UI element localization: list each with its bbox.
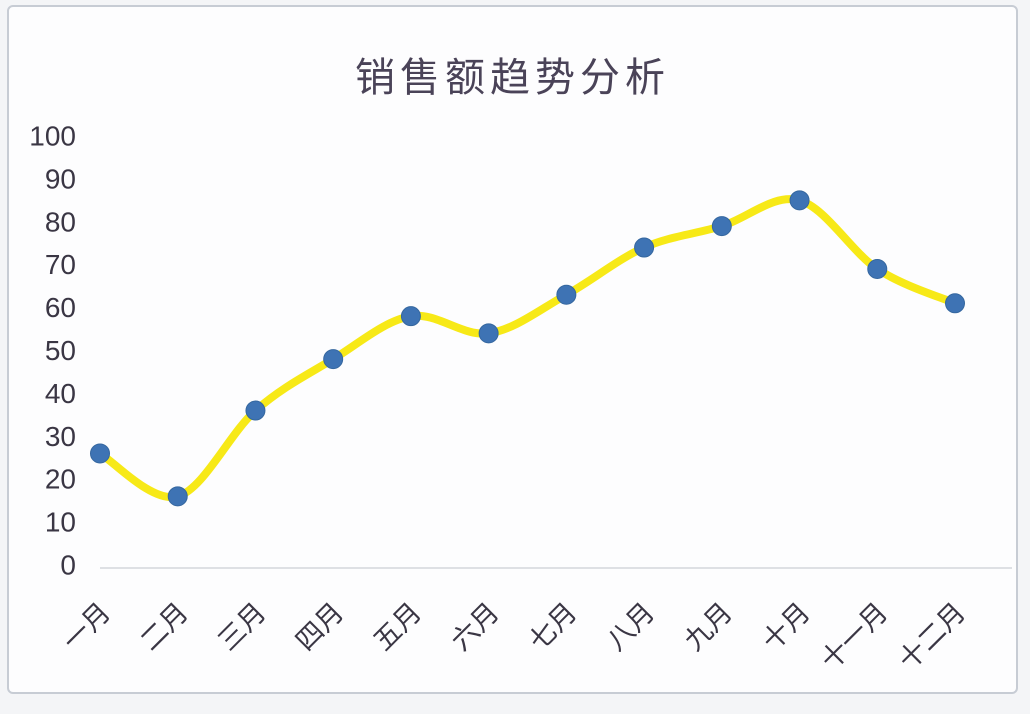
y-tick-label: 100 — [29, 121, 76, 152]
x-tick-label: 十二月 — [893, 597, 971, 675]
chart-title: 销售额趋势分析 — [355, 55, 670, 100]
data-point-marker — [711, 216, 732, 237]
data-point-marker — [167, 486, 188, 507]
data-point-marker — [90, 443, 110, 464]
data-point-marker — [867, 258, 888, 279]
x-tick-label: 十一月 — [815, 597, 893, 675]
data-point-marker — [245, 400, 266, 421]
x-tick-label: 十月 — [756, 597, 815, 656]
x-tick-label: 三月 — [212, 597, 271, 656]
data-point-marker — [478, 323, 499, 344]
x-tick-label: 九月 — [679, 597, 738, 656]
data-point-marker — [945, 293, 965, 314]
data-point-marker — [323, 349, 344, 370]
x-tick-label: 五月 — [368, 597, 427, 656]
x-tick-label: 六月 — [445, 597, 504, 656]
y-tick-label: 40 — [45, 378, 76, 409]
x-tick-label: 八月 — [601, 597, 660, 656]
data-point-marker — [634, 237, 655, 258]
x-tick-label: 七月 — [523, 597, 582, 656]
data-point-marker — [789, 190, 810, 211]
x-tick-label: 四月 — [290, 597, 349, 656]
y-tick-label: 60 — [45, 292, 76, 323]
x-tick-label: 一月 — [57, 597, 116, 656]
y-tick-label: 50 — [45, 335, 76, 366]
y-tick-label: 70 — [45, 249, 76, 280]
y-tick-label: 20 — [45, 464, 76, 495]
y-tick-label: 90 — [45, 163, 76, 194]
y-tick-label: 30 — [45, 421, 76, 452]
x-tick-label: 二月 — [135, 597, 194, 656]
data-point-marker — [400, 306, 421, 327]
data-point-marker — [556, 284, 577, 305]
y-tick-label: 80 — [45, 206, 76, 237]
y-tick-label: 10 — [45, 507, 76, 538]
y-tick-label: 0 — [60, 550, 76, 581]
chart-panel: 销售额趋势分析 — [7, 5, 1018, 694]
trend-line — [96, 195, 959, 502]
